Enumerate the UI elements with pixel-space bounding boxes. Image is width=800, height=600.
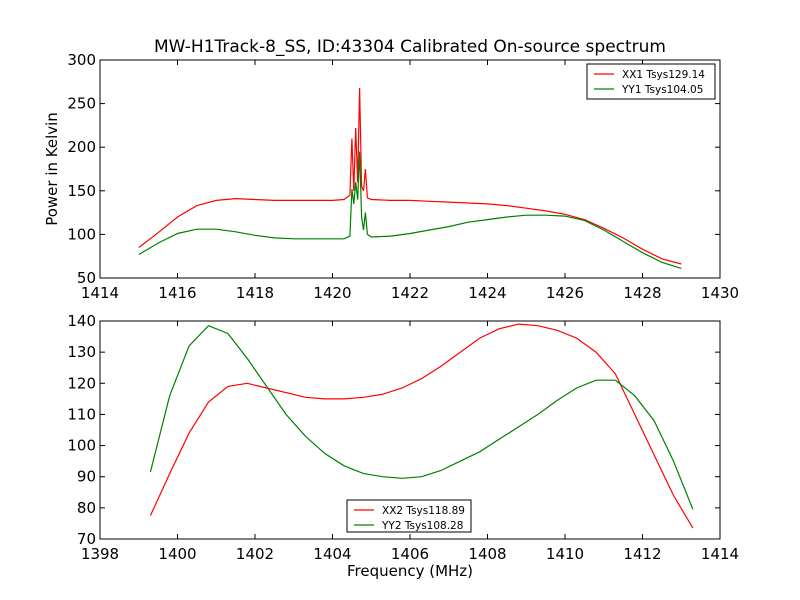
legend-entry: YY1 Tsys104.05 — [621, 84, 703, 96]
series-line-1-0 — [149, 323, 694, 529]
chart-title: MW-H1Track-8_SS, ID:43304 Calibrated On-… — [154, 37, 666, 57]
x-tick-label: 1422 — [391, 284, 429, 302]
x-axis-label: Frequency (MHz) — [347, 562, 473, 580]
y-tick-label: 300 — [67, 51, 96, 69]
x-tick-label: 1404 — [313, 545, 351, 563]
y-tick-label: 100 — [67, 437, 96, 455]
y-tick-label: 100 — [67, 225, 96, 243]
legend-0: XX1 Tsys129.14 YY1 Tsys104.05 — [586, 63, 716, 100]
x-tick-label: 1426 — [546, 284, 584, 302]
x-tick-label: 1408 — [468, 545, 506, 563]
y-tick-label: 140 — [67, 312, 96, 330]
x-tick-label: 1418 — [236, 284, 274, 302]
x-tick-label: 1430 — [701, 284, 739, 302]
legend-box — [586, 63, 716, 100]
x-tick-label: 1406 — [391, 545, 429, 563]
bottom-panel: 1398 1400 1402 1404 1406 1408 1410 1412 1414 70 80… — [67, 312, 739, 563]
legend-box — [346, 499, 472, 533]
x-tick-label: 1428 — [623, 284, 661, 302]
x-tick-label: 1410 — [546, 545, 584, 563]
y-axis-label: Power in Kelvin — [43, 112, 61, 226]
y-tick-label: 50 — [77, 269, 96, 287]
y-tick-label: 120 — [67, 374, 96, 392]
legend-entry: XX1 Tsys129.14 — [622, 69, 705, 81]
x-tick-label: 1416 — [158, 284, 196, 302]
x-tick-label: 1402 — [236, 545, 274, 563]
y-tick-label: 150 — [67, 182, 96, 200]
x-tick-label: 1424 — [468, 284, 506, 302]
legend-1: XX2 Tsys118.89 YY2 Tsys108.28 — [346, 499, 472, 533]
legend-entry: XX2 Tsys118.89 — [382, 505, 465, 517]
series-line-1-1 — [149, 324, 694, 510]
y-tick-label: 110 — [67, 405, 96, 423]
y-tick-label: 130 — [67, 343, 96, 361]
x-tick-label: 1414 — [701, 545, 739, 563]
series-line-0-0 — [138, 87, 682, 265]
top-panel: 1414 1416 1418 1420 1422 1424 1426 1428 1430 50 10… — [67, 51, 739, 302]
y-tick-label: 200 — [67, 138, 96, 156]
series-line-0-1 — [138, 151, 682, 269]
x-tick-label: 1412 — [623, 545, 661, 563]
x-tick-label: 1400 — [158, 545, 196, 563]
x-tick-label: 1420 — [313, 284, 351, 302]
x-tick-label: 1414 — [81, 284, 119, 302]
y-tick-label: 70 — [77, 530, 96, 548]
y-tick-label: 80 — [77, 499, 96, 517]
y-tick-label: 250 — [67, 95, 96, 113]
y-tick-label: 90 — [77, 468, 96, 486]
legend-entry: YY2 Tsys108.28 — [381, 520, 463, 532]
x-tick-label: 1398 — [81, 545, 119, 563]
